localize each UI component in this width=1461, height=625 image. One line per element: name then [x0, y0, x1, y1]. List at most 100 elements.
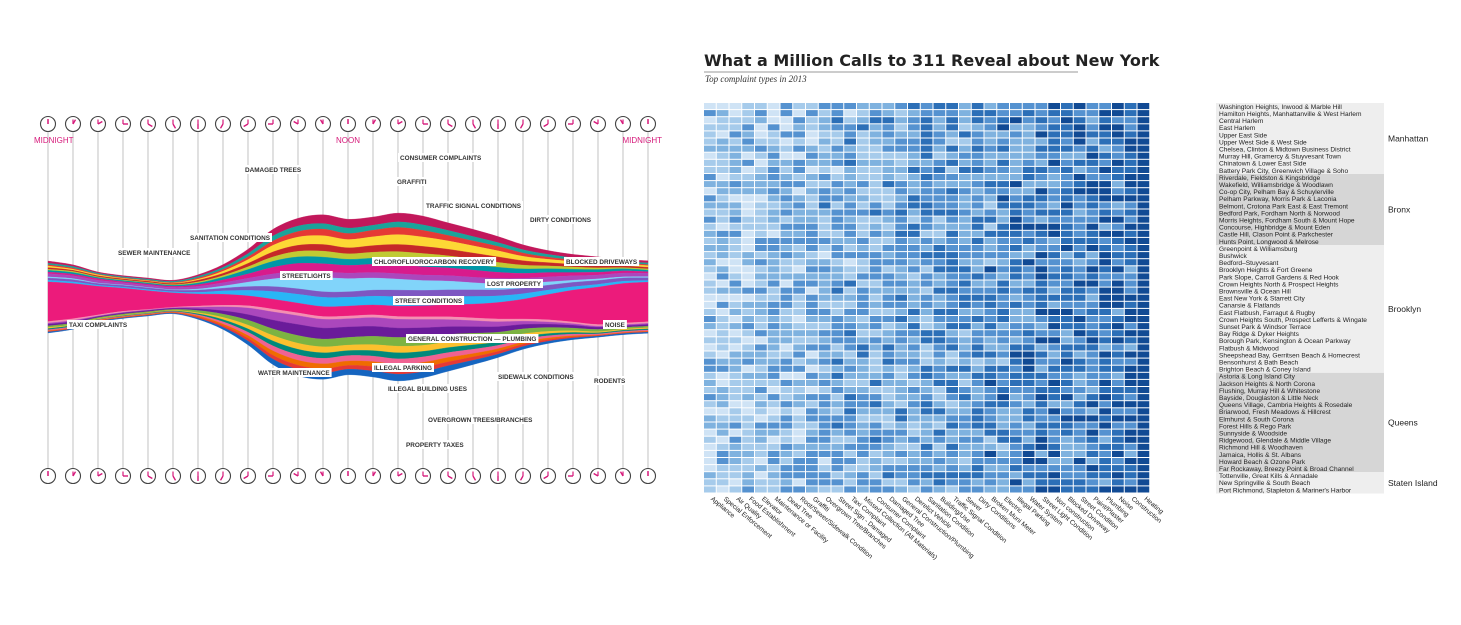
heatmap-cell [946, 443, 958, 450]
heatmap-cell [1137, 103, 1150, 110]
heatmap-cell [806, 252, 818, 259]
stream-label-bg [426, 415, 535, 424]
heatmap-cell [767, 131, 780, 138]
heatmap-cell [997, 259, 1009, 266]
heatmap-cell [1086, 202, 1099, 209]
heatmap-cell [818, 166, 831, 173]
heatmap-cell [895, 458, 907, 465]
heatmap-cell [755, 159, 767, 166]
heatmap-cell [793, 379, 805, 386]
heatmap-cell [882, 337, 895, 344]
neighborhood-label: Washington Heights, Inwood & Marble Hill [1219, 104, 1342, 111]
heatmap-cell [742, 294, 754, 301]
heatmap-cell [1010, 131, 1022, 138]
heatmap-cell [933, 216, 946, 223]
heatmap-cell [971, 237, 984, 244]
heatmap-cell [1022, 408, 1035, 415]
heatmap-cell [946, 301, 958, 308]
heatmap-cell [1124, 273, 1137, 280]
heatmap-cell [1061, 103, 1073, 110]
neighborhood-label: Far Rockaway, Breezy Point & Broad Chann… [1219, 466, 1354, 473]
clock-icon [464, 467, 482, 485]
heatmap-cell [1099, 465, 1111, 472]
heatmap-cell [742, 103, 754, 110]
heatmap-cell [1061, 230, 1073, 237]
neighborhood-label: Port Richmond, Stapleton & Mariner's Har… [1219, 487, 1352, 494]
heatmap-cell [1112, 358, 1124, 365]
heatmap-cell [818, 408, 831, 415]
heatmap-cell [1073, 479, 1086, 486]
heatmap-cell [1137, 308, 1150, 315]
clock-icon [564, 467, 582, 485]
heatmap-cell [869, 316, 882, 323]
heatmap-cell [1099, 209, 1111, 216]
clock-icon [514, 467, 532, 485]
heatmap-cell [755, 152, 767, 159]
heatmap-cell [908, 394, 920, 401]
heatmap-cell [1124, 401, 1137, 408]
heatmap-cell [1086, 117, 1099, 124]
heatmap-cell [1010, 308, 1022, 315]
heatmap-cell [895, 387, 907, 394]
heatmap-cell [1022, 245, 1035, 252]
heatmap-cell [844, 159, 856, 166]
heatmap-cell [806, 181, 818, 188]
neighborhood-label: Greenpoint & Williamsburg [1219, 246, 1298, 253]
heatmap-cell [1022, 131, 1035, 138]
heatmap-cell [946, 188, 958, 195]
heatmap-cell [882, 209, 895, 216]
heatmap-cell [895, 223, 907, 230]
heatmap-cell [1112, 422, 1124, 429]
clock-icon [439, 467, 457, 485]
heatmap-cell [1137, 131, 1150, 138]
heatmap-cell [729, 294, 742, 301]
heatmap-cell [869, 202, 882, 209]
heatmap-cell [857, 351, 869, 358]
heatmap-cell [729, 486, 742, 493]
heatmap-cell [1124, 351, 1137, 358]
heatmap-cell [780, 266, 793, 273]
heatmap-cell [1137, 465, 1150, 472]
heatmap-cell [716, 174, 729, 181]
heatmap-cell [844, 103, 856, 110]
heatmap-cell [959, 323, 971, 330]
heatmap-cell [729, 174, 742, 181]
heatmap-cell [818, 230, 831, 237]
heatmap-cell [1048, 351, 1060, 358]
heatmap-cell [780, 344, 793, 351]
heatmap-cell [742, 323, 754, 330]
heatmap-cell [767, 465, 780, 472]
heatmap-cell [908, 166, 920, 173]
heatmap-cell [729, 103, 742, 110]
heatmap-cell [1061, 394, 1073, 401]
heatmap-cell [984, 181, 997, 188]
heatmap-cell [1137, 330, 1150, 337]
heatmap-cell [1048, 443, 1060, 450]
heatmap-cell [946, 422, 958, 429]
heatmap-cell [844, 429, 856, 436]
heatmap-cell [780, 103, 793, 110]
heatmap-cell [1099, 294, 1111, 301]
heatmap-cell [1112, 394, 1124, 401]
heatmap-cell [1073, 216, 1086, 223]
clock-icon [464, 115, 482, 133]
heatmap-cell [1086, 209, 1099, 216]
heatmap-cell [908, 436, 920, 443]
heatmap-cell [857, 472, 869, 479]
heatmap-cell [831, 330, 844, 337]
heatmap-cell [1124, 443, 1137, 450]
heatmap-cell [882, 117, 895, 124]
heatmap-cell [971, 159, 984, 166]
neighborhood-label: Upper East Side [1219, 132, 1267, 139]
heatmap-cell [908, 316, 920, 323]
heatmap-cell [933, 458, 946, 465]
heatmap-cell [806, 195, 818, 202]
heatmap-cell [984, 202, 997, 209]
heatmap-cell [729, 372, 742, 379]
heatmap-cell [1048, 358, 1060, 365]
heatmap-cell [818, 316, 831, 323]
heatmap-cell [882, 188, 895, 195]
heatmap-cell [742, 131, 754, 138]
heatmap-cell [908, 365, 920, 372]
heatmap-cell [882, 124, 895, 131]
